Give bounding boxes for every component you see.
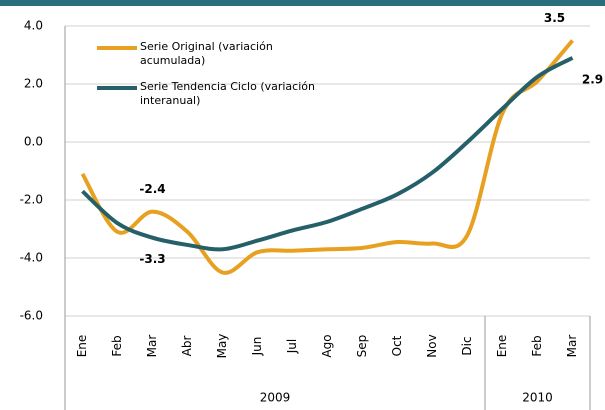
x-tick-label: May bbox=[215, 334, 229, 359]
legend-item: Serie Tendencia Ciclo (variación interan… bbox=[140, 80, 315, 107]
x-tick-label: Ene bbox=[75, 335, 89, 358]
x-tick-label: Oct bbox=[390, 335, 404, 356]
x-tick-label: Abr bbox=[180, 336, 194, 357]
data-label: 2.9 bbox=[582, 72, 603, 86]
series-line bbox=[80, 39, 575, 275]
legend-item: Serie Original (variación acumulada) bbox=[140, 40, 273, 67]
x-tick-label: Jul bbox=[285, 339, 299, 354]
data-label: -3.3 bbox=[139, 252, 165, 266]
x-tick-label: Feb bbox=[530, 335, 544, 356]
y-tick-label: 2.0 bbox=[24, 77, 43, 91]
x-tick-label: Jun bbox=[250, 337, 264, 357]
x-tick-label: Mar bbox=[145, 335, 159, 358]
data-label: 3.5 bbox=[544, 11, 565, 25]
series-line bbox=[81, 56, 574, 252]
y-tick-label: 0.0 bbox=[24, 135, 43, 149]
x-tick-label: Ago bbox=[320, 334, 334, 357]
y-tick-label: 4.0 bbox=[24, 19, 43, 33]
x-tick-label: Nov bbox=[425, 334, 439, 357]
x-tick-label: Dic bbox=[460, 336, 474, 355]
group-label: 2010 bbox=[522, 391, 553, 405]
y-tick-label: -6.0 bbox=[20, 309, 43, 323]
y-tick-label: -4.0 bbox=[20, 251, 43, 265]
legend-label: Serie Original (variación acumulada) bbox=[140, 40, 273, 67]
top-bar bbox=[0, 0, 605, 6]
x-tick-label: Ene bbox=[495, 335, 509, 358]
y-tick-label: -2.0 bbox=[20, 193, 43, 207]
x-tick-label: Mar bbox=[565, 335, 579, 358]
group-label: 2009 bbox=[260, 391, 291, 405]
x-tick-label: Sep bbox=[355, 335, 369, 358]
data-label: -2.4 bbox=[139, 182, 165, 196]
legend-label: Serie Tendencia Ciclo (variación interan… bbox=[140, 80, 315, 107]
x-tick-label: Feb bbox=[110, 335, 124, 356]
